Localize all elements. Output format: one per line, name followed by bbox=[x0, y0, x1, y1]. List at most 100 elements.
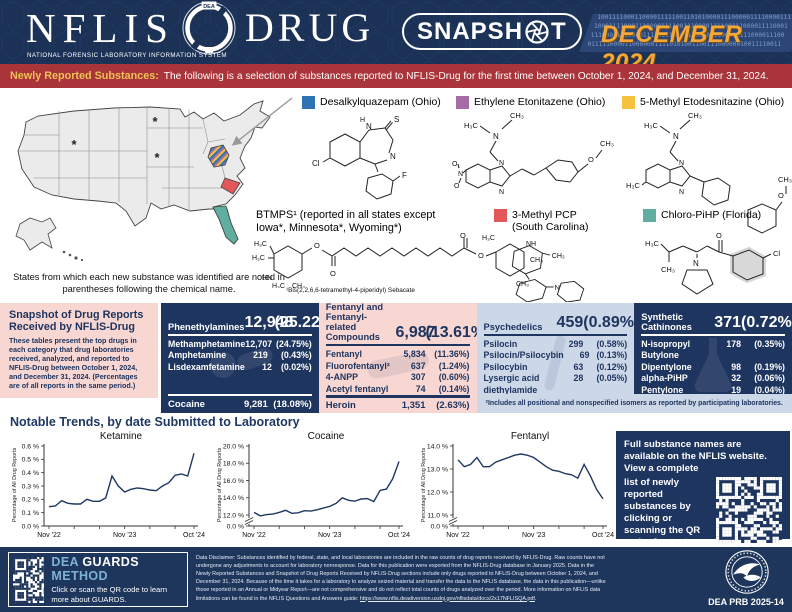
svg-text:HN: HN bbox=[262, 275, 272, 282]
svg-text:F: F bbox=[402, 171, 407, 180]
ohio-pointer-arrow bbox=[231, 97, 293, 146]
svg-text:N: N bbox=[679, 189, 684, 196]
snapshot-panel-title: Snapshot of Drug Reports Received by NFL… bbox=[9, 309, 144, 334]
footer: DEA GUARDS METHOD Click or scan the QR c… bbox=[0, 547, 792, 612]
data-disclaimer: Data Disclaimer: Substances identified b… bbox=[196, 555, 606, 602]
five-methyl-etodesnitazine-structure: H₃C CH₃ N N N H₃C O CH₃ bbox=[626, 111, 792, 234]
svg-text:0.6 %: 0.6 % bbox=[22, 443, 39, 450]
info-panel: Full substance names are available on th… bbox=[616, 431, 790, 561]
three-methyl-pcp-structure: CH₃ N bbox=[511, 245, 585, 302]
svg-text:Cl: Cl bbox=[312, 159, 320, 168]
banner-label: Newly Reported Substances: bbox=[10, 70, 159, 82]
drug-row: Dipentylone 98 (0.19%) bbox=[641, 361, 785, 372]
table-footer-row: Heroin 1,351 (2.63%) bbox=[325, 399, 470, 411]
table-fentanyl-compounds: Fentanyl and Fentanyl-related Compounds 6… bbox=[318, 303, 477, 413]
doc-number: DEA PRB 2025-14 bbox=[708, 597, 784, 607]
substance-label: Desalkylquazepam (Ohio) bbox=[320, 96, 441, 108]
drug-row: Psilocin/Psilocybin 69 (0.13%) bbox=[483, 350, 628, 361]
nflis-emblem-icon: DEA bbox=[182, 1, 236, 55]
nflis-tagline: NATIONAL FORENSIC LABORATORY INFORMATION… bbox=[27, 52, 228, 59]
svg-text:20.0 %: 20.0 % bbox=[223, 443, 244, 450]
svg-text:0.5 %: 0.5 % bbox=[22, 457, 39, 464]
table-header: Fentanyl and Fentanyl-related Compounds 6… bbox=[325, 303, 477, 343]
guards-body: Click or scan the QR code to learn more … bbox=[51, 585, 168, 604]
guards-qr-code[interactable] bbox=[13, 556, 45, 603]
svg-text:H₃C: H₃C bbox=[626, 181, 640, 190]
svg-text:O: O bbox=[716, 231, 722, 240]
svg-text:Percentage of All Drug Reports: Percentage of All Drug Reports bbox=[12, 448, 18, 523]
guards-box: DEA GUARDS METHOD Click or scan the QR c… bbox=[8, 552, 188, 607]
svg-text:Ketamine: Ketamine bbox=[100, 431, 143, 442]
svg-text:CH₃: CH₃ bbox=[530, 257, 543, 264]
svg-text:N: N bbox=[458, 171, 463, 178]
nflis-logo: NFLIS DEA DRUG bbox=[26, 1, 374, 55]
legend-ethylene-etonitazene: Ethylene Etonitazene (Ohio) bbox=[456, 96, 605, 109]
svg-text:N: N bbox=[499, 189, 504, 196]
info-panel-intro: Full substance names are available on th… bbox=[624, 439, 767, 475]
drug-row: Fentanyl 5,834 (11.36%) bbox=[325, 349, 470, 360]
drug-row: Pentylone 19 (0.04%) bbox=[641, 384, 785, 395]
svg-text:N: N bbox=[555, 283, 560, 292]
svg-text:Nov '22: Nov '22 bbox=[242, 532, 266, 539]
svg-text:Percentage of All Drug Reports: Percentage of All Drug Reports bbox=[421, 448, 427, 523]
substance-label: Ethylene Etonitazene (Ohio) bbox=[474, 96, 606, 108]
svg-text:N: N bbox=[493, 132, 499, 141]
svg-text:DEA: DEA bbox=[203, 4, 215, 10]
svg-text:12.0 %: 12.0 % bbox=[223, 512, 244, 519]
svg-text:O: O bbox=[778, 191, 784, 200]
svg-text:Cocaine: Cocaine bbox=[308, 431, 345, 442]
svg-text:16.0 %: 16.0 % bbox=[223, 478, 244, 485]
banner-text: The following is a selection of substanc… bbox=[163, 70, 769, 82]
svg-text:Percentage of All Drug Reports: Percentage of All Drug Reports bbox=[217, 448, 223, 523]
fentanyl-chart: Fentanyl Percentage of All Drug Reports 0.… bbox=[421, 431, 614, 539]
svg-text:*: * bbox=[152, 114, 158, 129]
svg-text:CH₃: CH₃ bbox=[778, 175, 792, 184]
substances-qr-code[interactable] bbox=[716, 476, 782, 543]
state-florida bbox=[212, 205, 239, 245]
svg-text:S: S bbox=[394, 115, 399, 124]
drug-row: Lisdexamfetamine 12 (0.02%) bbox=[168, 361, 312, 372]
qa-guide-link[interactable]: https://www.nflis.deadiversion.usdoj.gov… bbox=[359, 595, 535, 602]
svg-text:Nov '23: Nov '23 bbox=[318, 532, 342, 539]
svg-text:CH₃: CH₃ bbox=[510, 111, 524, 120]
map-caption: States from which each new substance was… bbox=[13, 272, 285, 295]
snapshot-panel: Snapshot of Drug Reports Received by NFL… bbox=[0, 303, 158, 398]
drug-row: Psilocin 299 (0.58%) bbox=[483, 339, 628, 349]
svg-text:CH₃: CH₃ bbox=[661, 265, 675, 274]
trends-heading: Notable Trends, by date Submitted to Lab… bbox=[10, 415, 300, 429]
camera-shutter-icon bbox=[525, 19, 549, 44]
state-south-carolina bbox=[220, 177, 241, 195]
svg-text:O: O bbox=[460, 232, 466, 240]
svg-text:Nov '22: Nov '22 bbox=[446, 532, 470, 539]
drug-row: alpha-PiHP 32 (0.06%) bbox=[641, 373, 785, 384]
svg-text:CH₃: CH₃ bbox=[600, 139, 614, 148]
svg-text:0.1 %: 0.1 % bbox=[22, 510, 39, 517]
drug-row: Fluorofentanyl² 637 (1.24%) bbox=[325, 360, 470, 371]
substance-label: 3-Methyl PCP (South Carolina) bbox=[512, 209, 589, 233]
teal-swatch-icon bbox=[643, 209, 656, 222]
hawaii-islands bbox=[62, 250, 84, 262]
doj-seal-icon bbox=[725, 550, 769, 594]
tables-footnote: ²Includes all positional and nonspecifie… bbox=[476, 394, 792, 413]
purple-swatch-icon bbox=[456, 96, 469, 109]
table-header: Psychedelics 459 (0.89%) bbox=[483, 314, 635, 332]
alaska-outline bbox=[15, 217, 57, 251]
svg-text:N: N bbox=[673, 132, 679, 141]
guards-title: DEA GUARDS METHOD bbox=[51, 554, 139, 584]
drug-row: Acetyl fentanyl 74 (0.14%) bbox=[325, 383, 470, 394]
svg-text:*: * bbox=[71, 137, 77, 152]
drug-row: Psilocybin 63 (0.12%) bbox=[483, 361, 628, 372]
svg-text:Nov '23: Nov '23 bbox=[113, 532, 137, 539]
svg-text:NH: NH bbox=[526, 241, 536, 248]
blue-swatch-icon bbox=[302, 96, 315, 109]
svg-text:O: O bbox=[452, 161, 458, 168]
table-body: Methamphetamine 12,707 (24.75%) Amphetamine… bbox=[168, 336, 312, 394]
snapshot-badge-right: T bbox=[551, 17, 567, 45]
desalkylquazepam-structure: Cl S HN N F bbox=[312, 115, 407, 200]
svg-text:O: O bbox=[478, 251, 484, 260]
us-map: * * * bbox=[15, 97, 293, 262]
pills-watermark-icon bbox=[209, 347, 273, 378]
svg-text:O: O bbox=[314, 241, 320, 250]
